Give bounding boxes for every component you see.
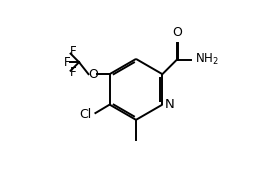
Text: O: O [88, 68, 98, 81]
Text: O: O [172, 26, 182, 39]
Text: NH$_2$: NH$_2$ [194, 52, 218, 67]
Text: N: N [165, 98, 175, 111]
Text: F: F [70, 66, 76, 79]
Text: F: F [70, 45, 76, 58]
Text: Cl: Cl [79, 108, 91, 121]
Text: F: F [64, 56, 70, 69]
